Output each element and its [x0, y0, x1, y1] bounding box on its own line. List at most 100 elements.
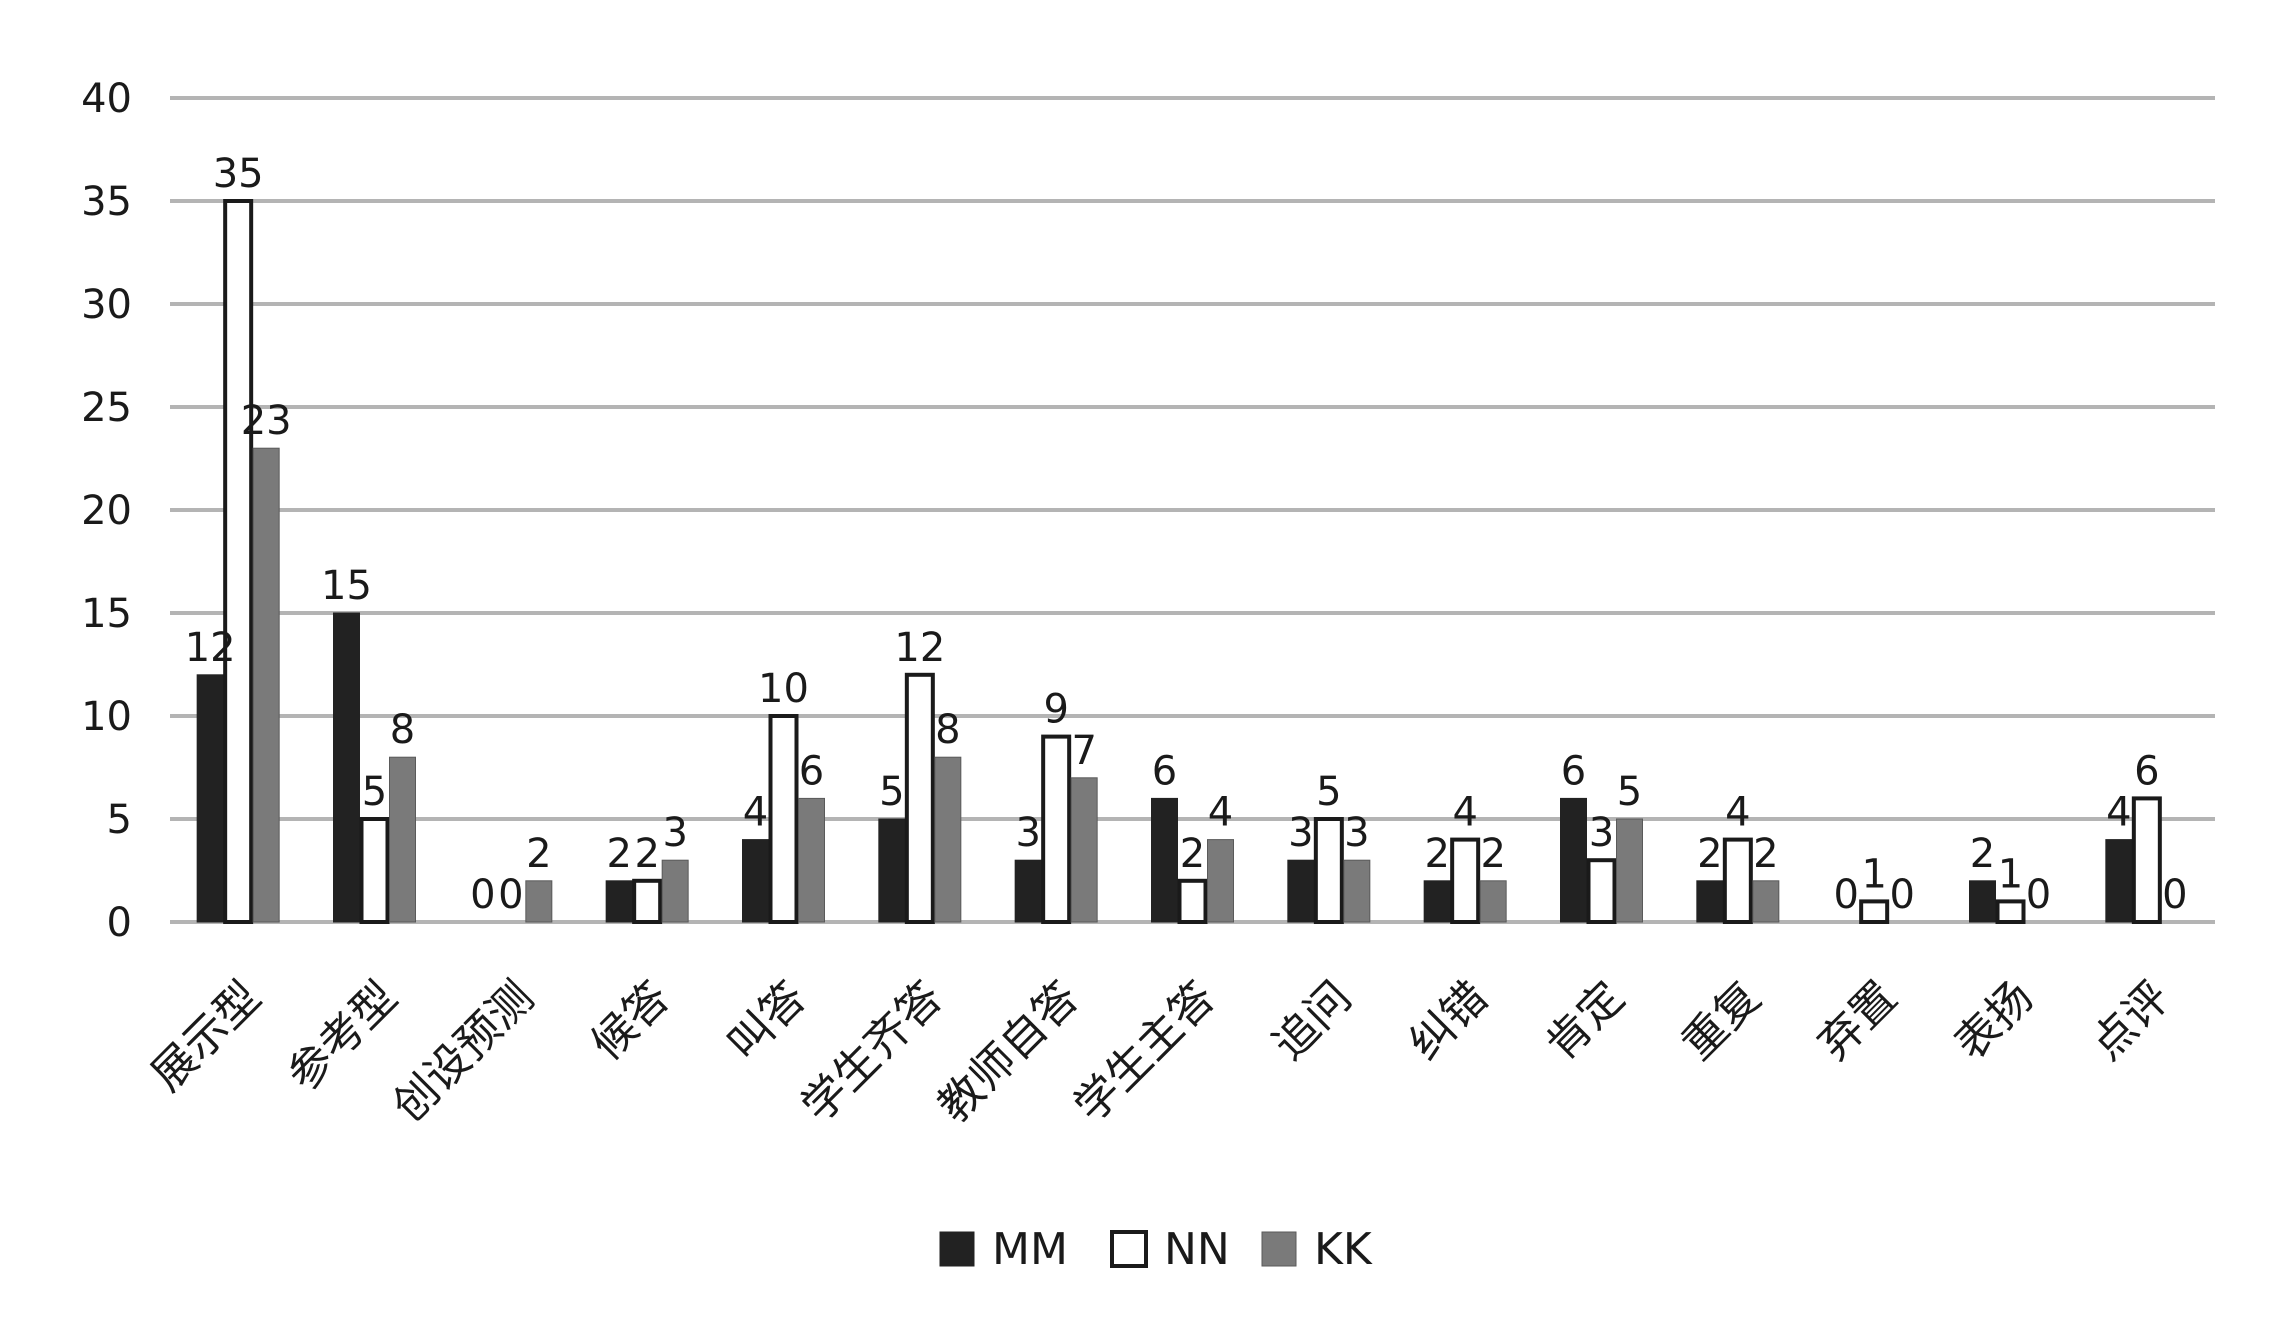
bar-kk — [798, 797, 825, 923]
category-label: 参考型 — [278, 972, 407, 1101]
data-label-kk: 0 — [2162, 872, 2187, 918]
category-label: 创设预测 — [383, 972, 544, 1133]
bar-nn — [1177, 878, 1208, 924]
y-tick-label: 10 — [81, 694, 132, 740]
category-label: 展示型 — [142, 972, 271, 1101]
bar-kk — [1616, 818, 1643, 923]
data-label-mm: 4 — [743, 790, 768, 836]
category-label: 点评 — [2081, 972, 2179, 1070]
data-label-nn: 4 — [1725, 790, 1750, 836]
data-label-kk: 0 — [1889, 872, 1914, 918]
legend-swatch-nn — [1110, 1230, 1148, 1268]
y-tick-label: 15 — [81, 591, 132, 637]
category-label: 弃置 — [1809, 972, 1907, 1070]
category-label: 候答 — [582, 972, 680, 1070]
bars — [196, 199, 2162, 925]
data-label-kk: 6 — [799, 748, 824, 794]
data-label-mm: 3 — [1288, 810, 1313, 856]
bar-mm — [1969, 880, 1996, 923]
bar-nn — [1995, 899, 2026, 925]
bar-mm — [1014, 859, 1042, 923]
data-label-nn: 12 — [894, 625, 945, 671]
bar-mm — [742, 839, 769, 923]
data-label-nn: 5 — [1316, 769, 1341, 815]
bar-kk — [1479, 880, 1507, 923]
data-label-mm: 2 — [1697, 831, 1722, 877]
bar-mm — [196, 674, 224, 923]
y-tick-label: 30 — [81, 282, 132, 328]
bar-kk — [1070, 777, 1098, 923]
y-axis-ticks: 0 5 10 15 20 25 30 35 40 — [81, 76, 132, 946]
data-label-kk: 7 — [1071, 728, 1096, 774]
data-label-mm: 15 — [321, 563, 372, 609]
bar-kk — [389, 756, 416, 923]
data-label-nn: 1 — [1861, 851, 1886, 897]
legend: MM NN KK — [939, 1224, 1373, 1275]
data-label-kk: 2 — [1480, 831, 1505, 877]
data-label-kk: 4 — [1208, 790, 1233, 836]
legend-swatch-kk — [1261, 1231, 1297, 1267]
data-label-nn: 9 — [1043, 687, 1068, 733]
data-label-nn: 2 — [634, 831, 659, 877]
data-label-mm: 2 — [1970, 831, 1995, 877]
bar-nn — [2131, 796, 2162, 925]
data-label-mm: 5 — [879, 769, 904, 815]
bar-nn — [1313, 817, 1344, 924]
category-label: 叫答 — [718, 972, 816, 1070]
data-label-mm: 2 — [1424, 831, 1449, 877]
data-label-kk: 0 — [2026, 872, 2051, 918]
bar-mm — [333, 612, 360, 923]
data-label-kk: 3 — [1344, 810, 1369, 856]
bar-nn — [1041, 734, 1072, 924]
data-label-mm: 4 — [2106, 790, 2131, 836]
data-label-mm: 6 — [1152, 748, 1177, 794]
legend-label-mm: MM — [992, 1224, 1068, 1275]
y-tick-label: 20 — [81, 488, 132, 534]
bar-mm — [1560, 797, 1587, 923]
legend-label-nn: NN — [1164, 1224, 1230, 1275]
data-label-mm: 3 — [1015, 810, 1040, 856]
data-label-nn: 35 — [213, 151, 264, 197]
category-label: 学生主答 — [1065, 972, 1226, 1133]
legend-swatch-mm — [939, 1231, 975, 1267]
bar-kk — [1343, 859, 1371, 923]
data-label-nn: 4 — [1452, 790, 1477, 836]
bar-nn — [904, 672, 935, 924]
data-label-kk: 8 — [935, 707, 960, 753]
data-label-mm: 12 — [185, 625, 236, 671]
data-label-nn: 1 — [1998, 851, 2023, 897]
y-tick-label: 40 — [81, 76, 132, 122]
bar-nn — [1722, 837, 1753, 924]
bar-nn — [1859, 899, 1890, 925]
y-tick-label: 0 — [107, 900, 132, 946]
bar-kk — [525, 880, 553, 923]
category-label: 重复 — [1672, 972, 1770, 1070]
data-label-nn: 3 — [1589, 810, 1614, 856]
bar-nn — [223, 199, 254, 924]
data-label-kk: 23 — [241, 398, 292, 444]
data-label-mm: 6 — [1561, 748, 1586, 794]
data-label-mm: 0 — [1833, 872, 1858, 918]
data-label-kk: 2 — [526, 831, 551, 877]
data-label-kk: 5 — [1617, 769, 1642, 815]
bar-nn — [632, 878, 663, 924]
y-tick-label: 35 — [81, 179, 132, 225]
bar-kk — [252, 447, 280, 923]
category-label: 追问 — [1263, 972, 1361, 1070]
data-label-nn: 0 — [498, 872, 523, 918]
bar-kk — [934, 756, 962, 923]
bar-kk — [661, 859, 689, 923]
data-label-kk: 3 — [662, 810, 687, 856]
bar-mm — [878, 818, 906, 923]
bar-nn — [1450, 837, 1481, 924]
bar-mm — [1287, 859, 1315, 923]
bar-kk — [1207, 839, 1234, 923]
data-label-kk: 8 — [390, 707, 415, 753]
bar-mm — [1151, 797, 1178, 923]
bar-nn — [768, 714, 799, 924]
bar-mm — [2105, 839, 2133, 923]
data-label-nn: 2 — [1180, 831, 1205, 877]
